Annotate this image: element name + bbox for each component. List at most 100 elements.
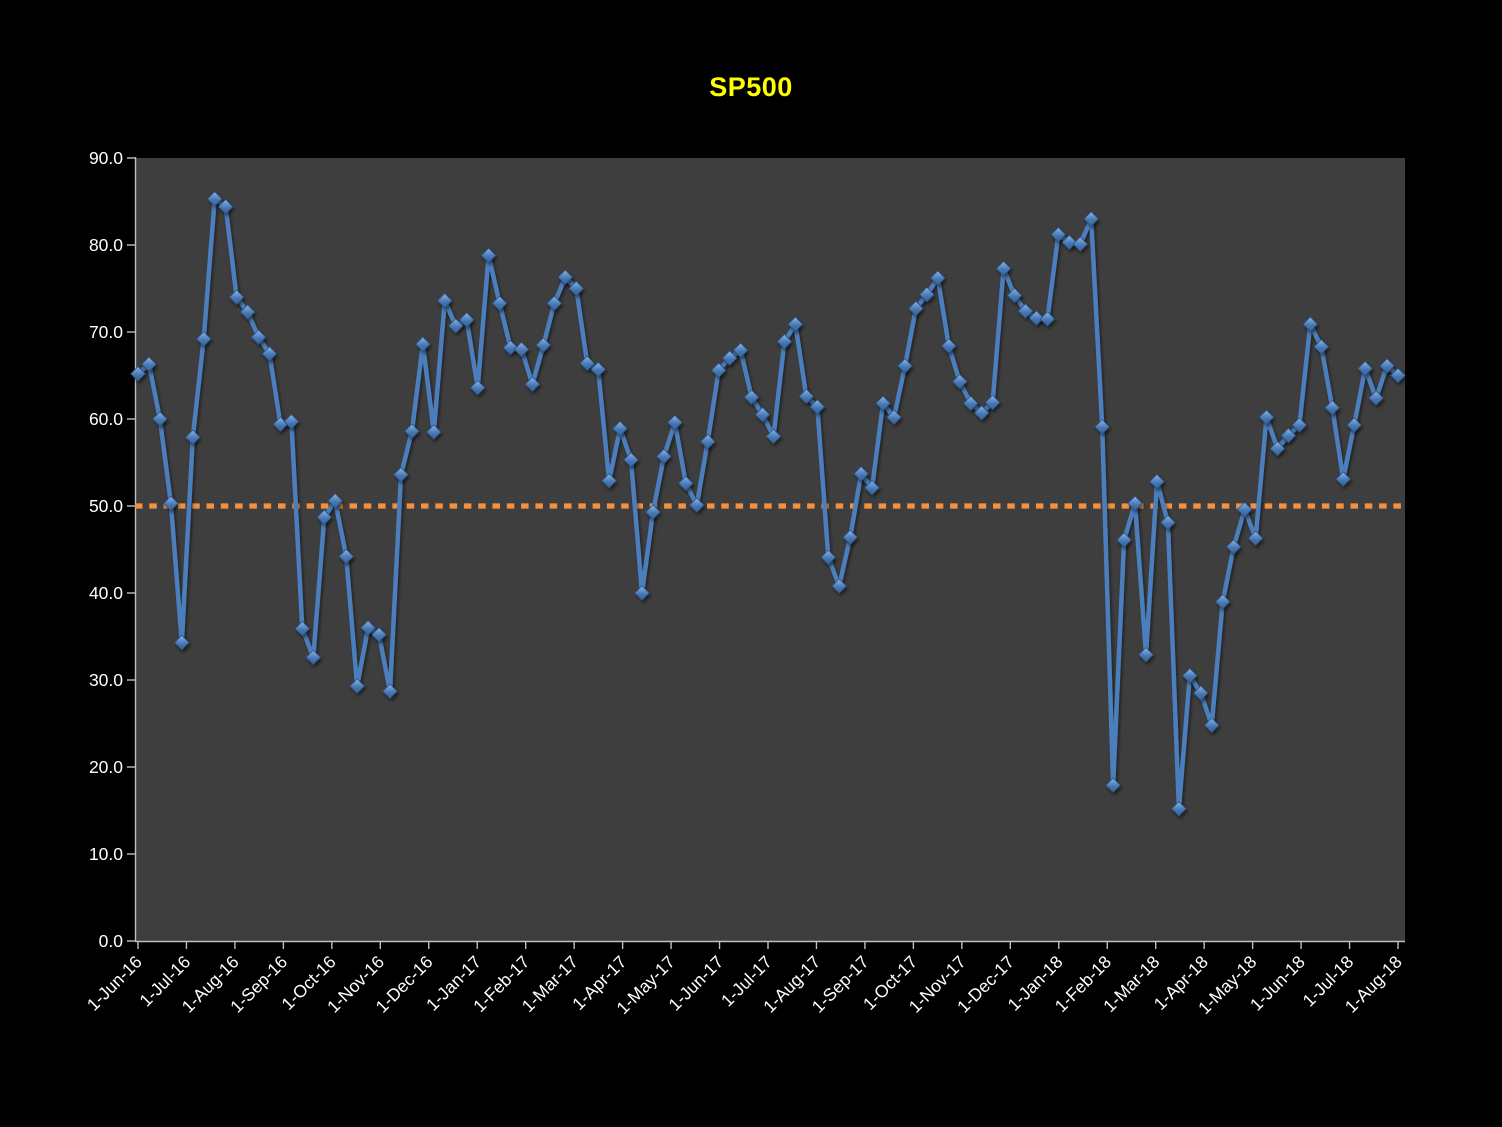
- data-point: [962, 395, 979, 412]
- data-point: [579, 355, 595, 372]
- data-point: [349, 678, 365, 694]
- data-point: [1171, 800, 1187, 817]
- data-point: [1017, 303, 1034, 319]
- data-point: [875, 395, 891, 412]
- data-point: [1149, 473, 1165, 490]
- data-point: [973, 405, 990, 421]
- data-point: [437, 292, 453, 309]
- data-point: [1105, 777, 1121, 794]
- data-point: [1116, 532, 1132, 548]
- data-point: [667, 414, 683, 431]
- series-line: [135, 196, 1401, 812]
- data-point: [152, 411, 168, 427]
- y-axis: 0.0 10.0 20.0 30.0 40.0 50.0 60.0 70.0 80.0 90.0: [89, 148, 137, 951]
- y-tick-label: 60.0: [89, 409, 123, 429]
- data-point: [1138, 647, 1154, 663]
- data-point: [502, 339, 519, 356]
- y-tick-label: 90.0: [89, 148, 123, 168]
- data-point: [195, 331, 212, 347]
- chart-title: SP500: [709, 72, 793, 102]
- data-point: [1006, 287, 1023, 304]
- y-tick-label: 80.0: [89, 235, 123, 255]
- y-tick-label: 50.0: [89, 496, 123, 516]
- data-point: [261, 345, 278, 362]
- data-point: [634, 585, 650, 601]
- data-point: [239, 304, 256, 320]
- data-point: [1203, 717, 1220, 734]
- data-point: [1061, 234, 1078, 251]
- data-point: [1193, 685, 1209, 701]
- data-point: [765, 428, 782, 445]
- y-tick-label: 40.0: [89, 583, 123, 603]
- data-point: [941, 338, 957, 354]
- data-point: [754, 406, 771, 423]
- data-point: [1357, 360, 1373, 377]
- data-point: [447, 318, 464, 334]
- data-point: [415, 336, 431, 352]
- data-point: [283, 413, 300, 430]
- data-point: [1072, 236, 1089, 252]
- data-point: [831, 578, 847, 594]
- data-point: [294, 620, 311, 637]
- data-point: [228, 289, 245, 305]
- data-point: [141, 356, 157, 372]
- data-point: [590, 361, 606, 378]
- data-point: [1379, 358, 1395, 374]
- data-point: [1127, 495, 1143, 512]
- data-point: [699, 433, 716, 450]
- data-point: [1050, 226, 1067, 243]
- data-point: [524, 376, 541, 392]
- data-point: [656, 448, 672, 465]
- data-point: [623, 452, 639, 468]
- data-point: [798, 388, 815, 405]
- data-point: [1083, 211, 1099, 227]
- data-point: [535, 337, 552, 353]
- data-point: [787, 316, 804, 332]
- data-point: [601, 473, 617, 489]
- data-point: [919, 286, 935, 303]
- data-point: [327, 493, 343, 509]
- data-point: [1335, 471, 1351, 487]
- y-tick-label: 30.0: [89, 670, 123, 690]
- data-point: [995, 260, 1012, 277]
- y-tick-label: 70.0: [89, 322, 123, 342]
- data-point: [130, 365, 146, 382]
- data-point: [1346, 417, 1362, 433]
- x-axis: 1-Jun-161-Jul-161-Aug-161-Sep-161-Oct-16…: [83, 940, 1406, 1018]
- data-point: [360, 620, 376, 636]
- data-point: [776, 333, 793, 350]
- data-point: [897, 358, 913, 374]
- data-point: [1280, 427, 1297, 444]
- data-point: [678, 475, 694, 492]
- data-point: [1182, 667, 1198, 684]
- data-point: [546, 295, 563, 312]
- series-markers: [130, 191, 1406, 817]
- data-point: [163, 495, 179, 512]
- data-point: [1302, 316, 1319, 332]
- data-point: [689, 497, 705, 513]
- data-point: [1258, 409, 1275, 426]
- data-point: [1039, 311, 1056, 327]
- data-point: [185, 429, 201, 446]
- data-point: [1225, 539, 1242, 555]
- data-point: [458, 312, 475, 328]
- data-point: [864, 479, 880, 496]
- data-point: [382, 683, 398, 700]
- data-point: [842, 529, 858, 546]
- data-point: [217, 198, 234, 215]
- data-point: [809, 399, 826, 415]
- data-point: [984, 394, 1001, 411]
- data-point: [1269, 440, 1286, 457]
- data-point: [612, 420, 628, 437]
- data-point: [1160, 514, 1176, 531]
- data-point: [1214, 593, 1231, 610]
- data-point: [338, 548, 354, 565]
- data-point: [513, 341, 530, 358]
- data-point: [1291, 417, 1308, 433]
- data-point: [491, 295, 508, 312]
- data-point: [250, 329, 267, 345]
- x-tick-label: 1-Jun-16: [83, 952, 146, 1015]
- plot-area: [135, 158, 1405, 941]
- data-point: [645, 504, 661, 520]
